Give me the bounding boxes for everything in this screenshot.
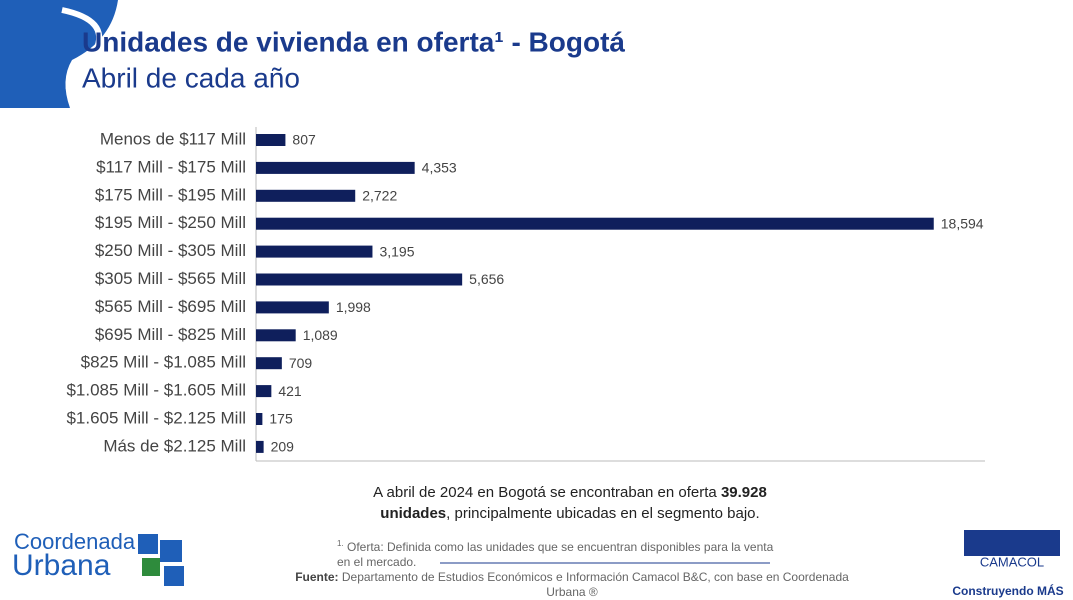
y-tick-label: $1.605 Mill - $2.125 Mill (66, 408, 246, 427)
value-label: 421 (278, 383, 302, 399)
y-tick-label: Más de $2.125 Mill (103, 436, 246, 455)
value-label: 209 (271, 439, 295, 455)
value-label: 1,998 (336, 299, 371, 315)
summary: unidades, principalmente ubicadas en el … (380, 505, 759, 522)
y-tick-label: $175 Mill - $195 Mill (95, 185, 246, 204)
y-tick-label: $825 Mill - $1.085 Mill (81, 353, 246, 372)
value-label: 2,722 (362, 188, 397, 204)
bar (256, 189, 356, 202)
footnote: en el mercado. (337, 555, 416, 569)
bar (256, 301, 329, 314)
logo-text: CAMACOL (980, 554, 1044, 569)
y-tick-label: $250 Mill - $305 Mill (95, 241, 246, 260)
bar (256, 134, 286, 146)
source-text: Departamento de Estudios Económicos e In… (339, 570, 850, 584)
bar (256, 329, 296, 342)
value-label: 807 (292, 132, 316, 148)
summary-bold: 39.928 (721, 484, 767, 501)
value-label: 5,656 (469, 271, 504, 287)
footnote-marker: 1. (337, 539, 344, 548)
source-label: Fuente: (295, 570, 338, 584)
footnote-text: Oferta: Definida como las unidades que s… (344, 540, 774, 554)
value-label: 18,594 (941, 215, 984, 231)
bar (256, 413, 263, 425)
y-tick-label: $305 Mill - $565 Mill (95, 269, 246, 288)
y-tick-label: $195 Mill - $250 Mill (95, 213, 246, 232)
corner-decoration (0, 0, 118, 108)
value-label: 709 (289, 355, 313, 371)
y-tick-label: $117 Mill - $175 Mill (96, 157, 246, 176)
chart-subtitle: Abril de cada año (82, 62, 300, 93)
bar (256, 217, 934, 230)
bar (256, 357, 282, 370)
bar (256, 440, 264, 453)
summary-text: , principalmente ubicadas en el segmento… (446, 505, 760, 522)
value-label: 4,353 (422, 160, 457, 176)
bar (256, 273, 463, 286)
logo-text: Coordenada (14, 529, 136, 554)
value-label: 1,089 (303, 327, 338, 343)
bar (256, 385, 272, 398)
logo-text: Urbana (12, 549, 111, 582)
source: Urbana ® (546, 585, 598, 599)
footnote: 1. Oferta: Definida como las unidades qu… (337, 539, 774, 554)
value-label: 175 (269, 411, 293, 427)
summary-bold: unidades (380, 505, 446, 522)
source: Fuente: Departamento de Estudios Económi… (295, 570, 849, 584)
corner-swoosh (61, 7, 103, 92)
bar (256, 161, 415, 174)
bar (256, 245, 373, 258)
y-tick-label: $1.085 Mill - $1.605 Mill (66, 381, 246, 400)
summary: A abril de 2024 en Bogotá se encontraban… (373, 484, 767, 501)
logo-mark (138, 534, 184, 586)
y-tick-label: Menos de $117 Mill (100, 129, 246, 148)
summary-text: A abril de 2024 en Bogotá se encontraban… (373, 484, 721, 501)
chart-title: Unidades de vivienda en oferta¹ - Bogotá (82, 26, 625, 57)
value-label: 3,195 (379, 243, 414, 259)
y-tick-label: $695 Mill - $825 Mill (95, 325, 246, 344)
y-tick-label: $565 Mill - $695 Mill (95, 297, 246, 316)
logo-badge (964, 530, 1060, 556)
logo-text: Construyendo MÁS (952, 583, 1063, 598)
